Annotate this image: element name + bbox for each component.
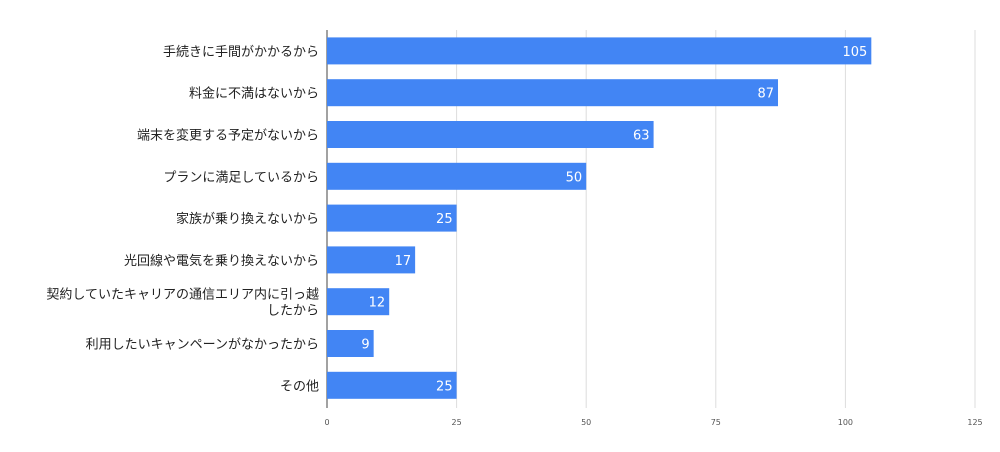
category-label: 契約していたキャリアの通信エリア内に引っ越 (46, 287, 319, 303)
bar (327, 204, 457, 232)
bar (327, 246, 416, 274)
bar (327, 121, 654, 148)
bar (327, 330, 374, 357)
category-label: プランに満足しているから (163, 170, 319, 185)
category-label: 手続きに手間がかかるから (163, 45, 319, 60)
data-label: 25 (436, 379, 453, 394)
data-label: 25 (436, 212, 453, 227)
x-tick-label: 100 (838, 418, 853, 427)
x-tick-label: 0 (324, 418, 329, 427)
category-label: その他 (280, 379, 319, 394)
label-layer: 105 手続きに手間がかかるから 87 料金に不満はないから 63 端末を変更する予定がな… (46, 45, 867, 394)
tick-layer: 0 25 50 75 100 125 (324, 418, 982, 427)
data-label: 63 (633, 129, 650, 144)
data-label: 50 (566, 170, 583, 185)
bar (327, 162, 587, 190)
x-tick-label: 25 (452, 418, 462, 427)
category-label: 光回線や電気を乗り換えないから (124, 253, 319, 269)
bar-layer (327, 37, 872, 399)
bar (327, 371, 457, 399)
data-label: 17 (395, 254, 412, 269)
bar (327, 79, 779, 107)
data-label: 12 (369, 296, 386, 311)
data-label: 87 (757, 87, 774, 102)
category-label: 端末を変更する予定がないから (137, 128, 319, 144)
category-label: 利用したいキャンペーンがなかったから (86, 338, 319, 353)
bar (327, 288, 390, 316)
x-tick-label: 125 (967, 418, 982, 427)
data-label: 9 (361, 338, 369, 353)
x-tick-label: 75 (711, 418, 721, 427)
data-label: 105 (842, 45, 867, 60)
category-label: したから (267, 304, 319, 319)
x-tick-label: 50 (581, 418, 591, 427)
category-label: 家族が乗り換えないから (176, 211, 319, 227)
bar (327, 37, 872, 65)
category-label: 料金に不満はないから (189, 86, 319, 102)
